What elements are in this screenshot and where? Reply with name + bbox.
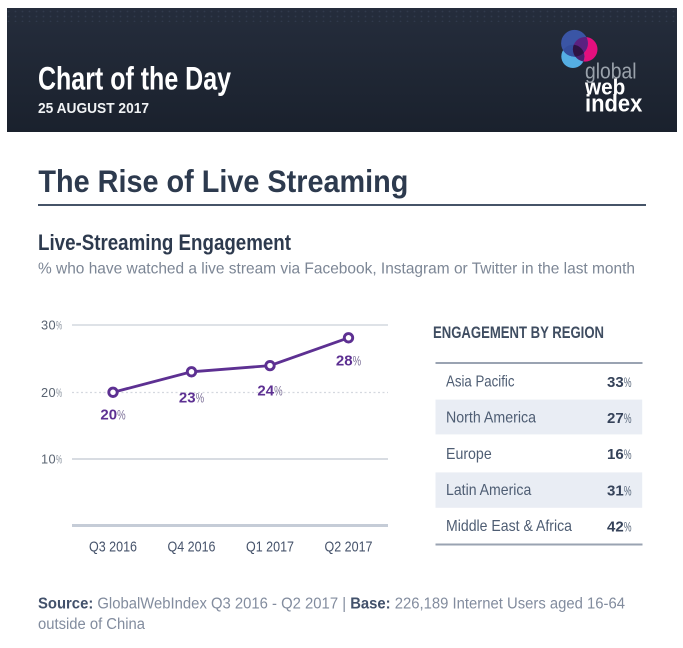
svg-text:33%: 33% <box>607 374 631 391</box>
svg-text:Q4 2016: Q4 2016 <box>168 539 216 556</box>
svg-text:20%: 20% <box>41 385 62 400</box>
svg-text:Q2 2017: Q2 2017 <box>325 539 373 556</box>
svg-text:30%: 30% <box>41 317 62 332</box>
svg-text:23%: 23% <box>179 389 204 406</box>
svg-text:28%: 28% <box>336 352 361 369</box>
svg-text:Source: GlobalWebIndex Q3 2016: Source: GlobalWebIndex Q3 2016 - Q2 2017… <box>38 596 625 613</box>
svg-text:25 AUGUST 2017: 25 AUGUST 2017 <box>38 100 149 117</box>
svg-text:10%: 10% <box>41 451 62 466</box>
svg-text:Chart of the Day: Chart of the Day <box>38 61 231 97</box>
svg-text:web: web <box>584 75 625 100</box>
svg-text:global: global <box>585 59 637 84</box>
svg-text:Europe: Europe <box>446 446 492 463</box>
svg-text:The Rise of Live Streaming: The Rise of Live Streaming <box>38 163 408 199</box>
svg-text:Live-Streaming Engagement: Live-Streaming Engagement <box>38 230 291 255</box>
svg-text:Latin America: Latin America <box>446 482 531 499</box>
svg-text:index: index <box>585 92 642 118</box>
svg-text:Q1 2017: Q1 2017 <box>246 539 294 556</box>
svg-text:Middle East & Africa: Middle East & Africa <box>446 518 572 535</box>
svg-text:42%: 42% <box>607 519 631 536</box>
svg-text:16%: 16% <box>607 446 631 463</box>
svg-text:Q3 2016: Q3 2016 <box>89 539 137 556</box>
svg-text:24%: 24% <box>257 383 282 400</box>
svg-text:outside of China: outside of China <box>38 616 145 633</box>
svg-text:31%: 31% <box>607 482 631 499</box>
svg-text:North America: North America <box>446 410 536 427</box>
svg-text:ENGAGEMENT BY REGION: ENGAGEMENT BY REGION <box>433 324 604 342</box>
svg-text:27%: 27% <box>607 410 631 427</box>
svg-text:% who have watched a live stre: % who have watched a live stream via Fac… <box>38 261 635 278</box>
svg-text:Asia Pacific: Asia Pacific <box>446 373 515 390</box>
svg-text:20%: 20% <box>100 406 125 423</box>
